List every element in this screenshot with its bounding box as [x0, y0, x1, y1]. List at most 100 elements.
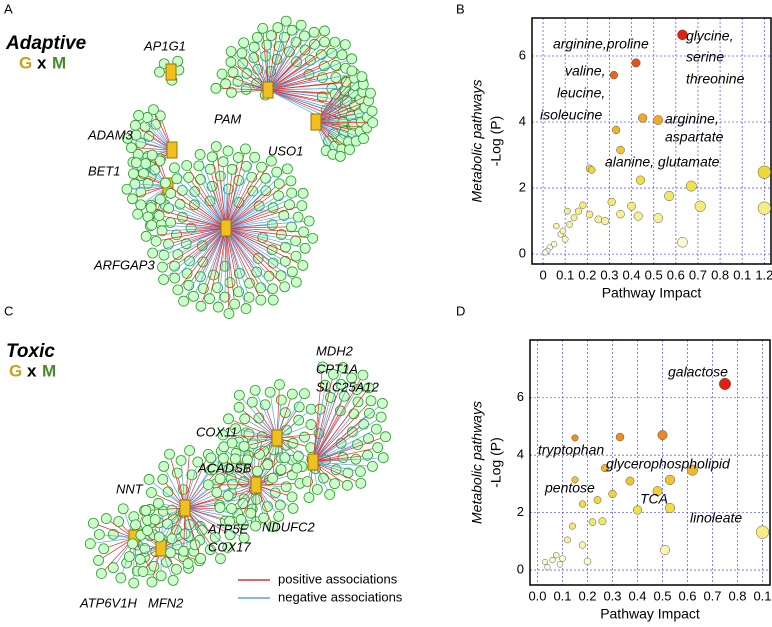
- point: [658, 430, 667, 439]
- point: [566, 221, 572, 227]
- x-tick-label: 0.2: [578, 588, 596, 603]
- node: [364, 408, 374, 418]
- node: [331, 60, 341, 70]
- gene-label: BET1: [88, 163, 121, 178]
- annotation: alanine, glutamate: [605, 154, 720, 170]
- node: [240, 144, 250, 154]
- node: [185, 445, 195, 455]
- annotation: arginine,proline: [553, 36, 649, 52]
- node: [122, 184, 132, 194]
- point: [543, 250, 548, 255]
- point: [677, 237, 687, 247]
- y-tick-label: 4: [519, 113, 526, 128]
- node: [154, 532, 164, 542]
- node: [287, 25, 297, 35]
- hub: [251, 477, 261, 493]
- node: [239, 441, 249, 451]
- x-tick-label: 0.6: [667, 267, 685, 282]
- node: [147, 577, 157, 587]
- node: [234, 390, 244, 400]
- annotation: valine,: [565, 63, 605, 79]
- point: [719, 378, 731, 390]
- node: [250, 385, 260, 395]
- node: [133, 209, 143, 219]
- node: [252, 32, 262, 42]
- x-tick-label: 0.1: [553, 588, 571, 603]
- point: [756, 526, 769, 539]
- node: [344, 145, 354, 155]
- node: [148, 105, 158, 115]
- y-tick-label: 4: [517, 447, 524, 462]
- gene-label: SLC25A12: [316, 379, 380, 394]
- node: [183, 559, 193, 569]
- node: [225, 278, 235, 288]
- node: [234, 402, 244, 412]
- hub: [180, 500, 190, 516]
- point: [609, 490, 617, 498]
- node: [263, 460, 273, 470]
- node: [291, 277, 301, 287]
- node: [282, 164, 292, 174]
- y-tick-label: 2: [519, 179, 526, 194]
- node: [335, 151, 345, 161]
- node: [118, 504, 128, 514]
- node: [215, 503, 225, 513]
- node: [261, 186, 271, 196]
- node: [223, 414, 233, 424]
- node: [147, 150, 157, 160]
- node: [273, 23, 283, 33]
- node: [96, 568, 106, 578]
- node: [151, 236, 161, 246]
- point: [627, 202, 635, 210]
- node: [281, 16, 291, 26]
- hub: [167, 142, 177, 158]
- node: [154, 67, 164, 77]
- node: [134, 110, 144, 120]
- node: [275, 500, 285, 510]
- point: [608, 198, 616, 206]
- node: [309, 27, 319, 37]
- point: [579, 501, 586, 508]
- node: [215, 554, 225, 564]
- node: [252, 466, 262, 476]
- node: [262, 502, 272, 512]
- node: [99, 544, 109, 554]
- point: [616, 433, 624, 441]
- point: [601, 217, 608, 224]
- node: [304, 493, 314, 503]
- annotation: serine: [686, 49, 724, 65]
- node: [177, 186, 187, 196]
- node: [319, 473, 329, 483]
- node: [228, 67, 238, 77]
- node: [94, 555, 104, 565]
- point: [564, 208, 570, 214]
- node: [337, 50, 347, 60]
- node: [299, 389, 309, 399]
- point: [571, 215, 577, 221]
- node: [226, 504, 236, 514]
- gene-label: ATP5E: [207, 521, 249, 536]
- node: [179, 296, 189, 306]
- point: [626, 477, 634, 485]
- node: [138, 567, 148, 577]
- point: [610, 71, 618, 79]
- node: [171, 564, 181, 574]
- node: [291, 251, 301, 261]
- node: [292, 463, 302, 473]
- node: [223, 146, 233, 156]
- annotation: arginine,: [665, 111, 719, 127]
- node: [288, 503, 298, 513]
- node: [325, 489, 335, 499]
- point: [575, 208, 582, 215]
- point: [550, 557, 556, 563]
- x-tick-label: 0.5: [645, 267, 663, 282]
- node: [266, 31, 276, 41]
- node: [342, 480, 352, 490]
- node: [274, 380, 284, 390]
- point: [553, 552, 559, 558]
- annotation: tryptophan: [538, 442, 604, 458]
- node: [213, 302, 223, 312]
- x-tick-label: 1.2: [755, 267, 772, 282]
- x-tick-label: 0.8: [711, 267, 729, 282]
